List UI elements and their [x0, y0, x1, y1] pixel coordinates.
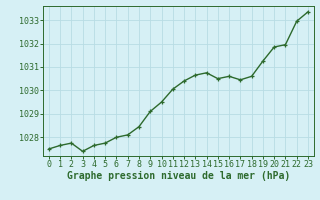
X-axis label: Graphe pression niveau de la mer (hPa): Graphe pression niveau de la mer (hPa)	[67, 171, 290, 181]
